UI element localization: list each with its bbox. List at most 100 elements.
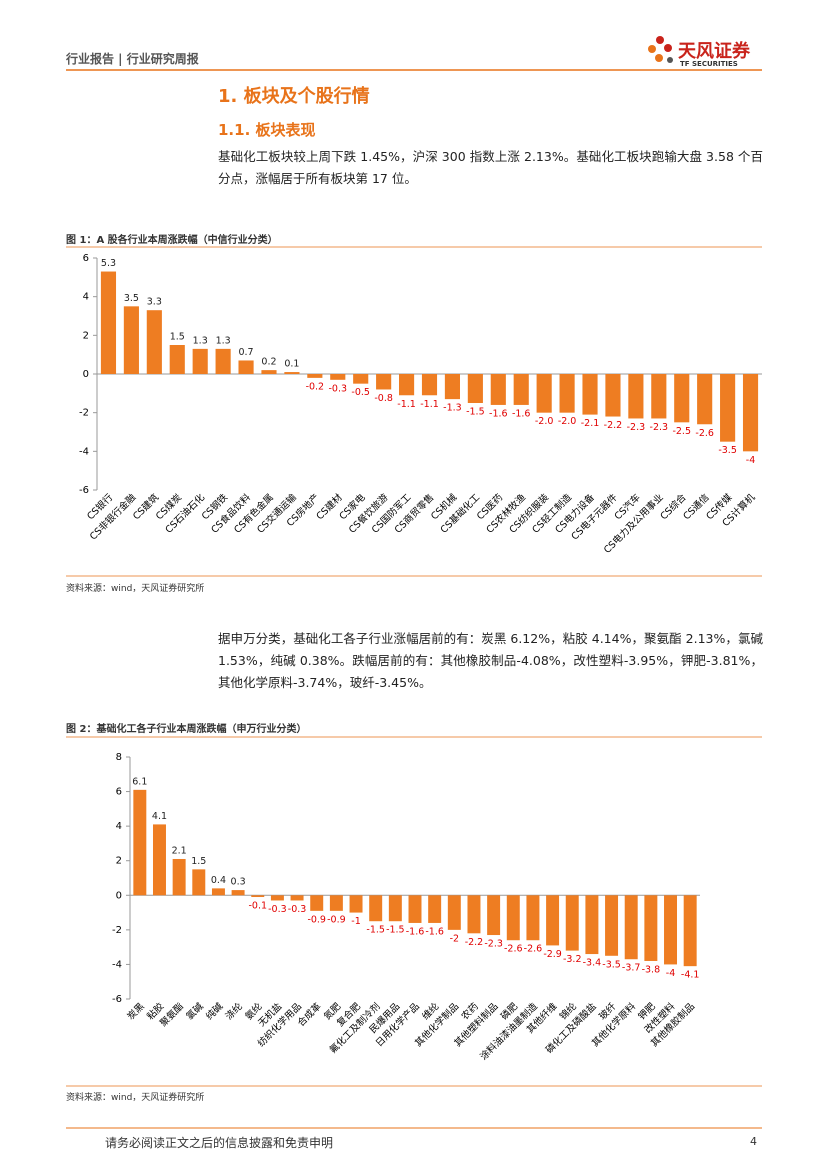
x-tick-label: 涤纶 xyxy=(223,1000,245,1022)
bar xyxy=(513,374,529,405)
breadcrumb: 行业报告 | 行业研究周报 xyxy=(66,52,199,66)
bar xyxy=(353,374,369,384)
bar xyxy=(546,895,560,946)
value-label: -1.5 xyxy=(466,407,485,418)
bar xyxy=(428,895,442,923)
logo-en: TF SECURITIES xyxy=(680,60,738,68)
value-label: 0.1 xyxy=(284,359,299,370)
bar xyxy=(284,372,300,374)
figure-title: 图 2：基础化工各子行业本周涨跌幅（申万行业分类） xyxy=(66,724,307,735)
value-label: -0.2 xyxy=(306,381,325,392)
bar xyxy=(152,824,166,896)
bar xyxy=(421,374,438,396)
bar xyxy=(307,374,323,378)
value-label: -2.0 xyxy=(535,416,554,427)
value-label: -1.6 xyxy=(406,926,425,937)
bar xyxy=(674,374,690,423)
value-label: -2.3 xyxy=(484,939,503,950)
bar xyxy=(536,374,552,413)
bar xyxy=(490,374,506,405)
logo-name: 天风证券 xyxy=(678,41,750,62)
bar xyxy=(349,895,363,913)
figure-source: 资料来源：wind，天风证券研究所 xyxy=(66,1093,205,1103)
value-label: -1 xyxy=(351,916,360,927)
value-label: -0.3 xyxy=(268,904,287,915)
value-label: -0.9 xyxy=(327,914,346,925)
bar xyxy=(270,895,284,901)
x-tick-label: 纯碱 xyxy=(203,1000,225,1022)
bar xyxy=(651,374,667,419)
y-tick-label: -6 xyxy=(112,994,122,1005)
value-label: 1.5 xyxy=(191,856,206,867)
bar xyxy=(487,895,501,936)
bar xyxy=(605,895,619,956)
bar xyxy=(526,895,540,941)
bar xyxy=(369,895,383,922)
value-label: 3.3 xyxy=(147,297,162,308)
y-tick-label: 0 xyxy=(116,890,122,901)
value-label: -3.5 xyxy=(718,445,737,456)
footer-disclaimer: 请务必阅读正文之后的信息披露和免责申明 xyxy=(105,1136,334,1150)
value-label: -2.1 xyxy=(581,418,600,429)
subsection-title: 1.1. 板块表现 xyxy=(218,121,316,139)
bar xyxy=(605,374,621,417)
value-label: -3.8 xyxy=(642,964,661,975)
bar xyxy=(628,374,644,419)
bar xyxy=(290,895,304,901)
value-label: -2.3 xyxy=(650,422,669,433)
bar xyxy=(310,895,324,911)
bar xyxy=(146,310,162,374)
y-tick-label: 2 xyxy=(83,330,89,341)
bar xyxy=(559,374,575,413)
value-label: -2 xyxy=(450,933,459,944)
page-number: 4 xyxy=(750,1135,757,1148)
bar xyxy=(215,348,231,374)
value-label: 1.5 xyxy=(170,332,185,343)
y-tick-label: -2 xyxy=(79,408,89,419)
bar xyxy=(169,345,185,374)
value-label: -0.5 xyxy=(351,387,370,398)
value-label: 6.1 xyxy=(132,776,147,787)
value-label: -1.6 xyxy=(489,408,508,419)
y-tick-label: 8 xyxy=(116,752,122,763)
bar xyxy=(133,789,147,896)
value-label: 0.3 xyxy=(231,877,246,888)
y-tick-label: -2 xyxy=(112,925,122,936)
bar xyxy=(123,306,139,374)
x-tick-label: 炭黑 xyxy=(125,1001,147,1023)
value-label: -1.6 xyxy=(425,926,444,937)
value-label: -3.7 xyxy=(622,963,641,974)
value-label: -2.2 xyxy=(604,420,623,431)
bar xyxy=(506,895,520,941)
value-label: -0.3 xyxy=(329,383,348,394)
value-label: -0.8 xyxy=(374,393,393,404)
bar xyxy=(261,370,277,374)
bar xyxy=(192,869,206,896)
value-label: 2.1 xyxy=(172,845,187,856)
value-label: 0.7 xyxy=(238,347,253,358)
bar xyxy=(644,895,658,961)
value-label: -0.3 xyxy=(288,904,307,915)
value-label: -1.5 xyxy=(366,925,385,936)
bar xyxy=(664,895,678,965)
bar xyxy=(231,890,245,896)
bar xyxy=(467,374,483,403)
value-label: -1.1 xyxy=(420,399,439,410)
y-tick-label: -4 xyxy=(112,959,122,970)
y-tick-label: 0 xyxy=(83,369,89,380)
bar xyxy=(467,895,481,934)
y-tick-label: 6 xyxy=(83,253,89,264)
value-label: -2.0 xyxy=(558,416,577,427)
bar xyxy=(388,895,402,922)
figure-source: 资料来源：wind，天风证券研究所 xyxy=(66,584,205,594)
y-tick-label: 2 xyxy=(116,856,122,867)
value-label: 1.3 xyxy=(216,335,231,346)
bar xyxy=(565,895,579,951)
value-label: -4 xyxy=(666,968,675,979)
value-label: -2.9 xyxy=(543,949,562,960)
value-label: -2.6 xyxy=(695,428,714,439)
bar xyxy=(329,895,343,911)
value-label: 0.4 xyxy=(211,875,226,886)
value-label: -1.5 xyxy=(386,925,405,936)
